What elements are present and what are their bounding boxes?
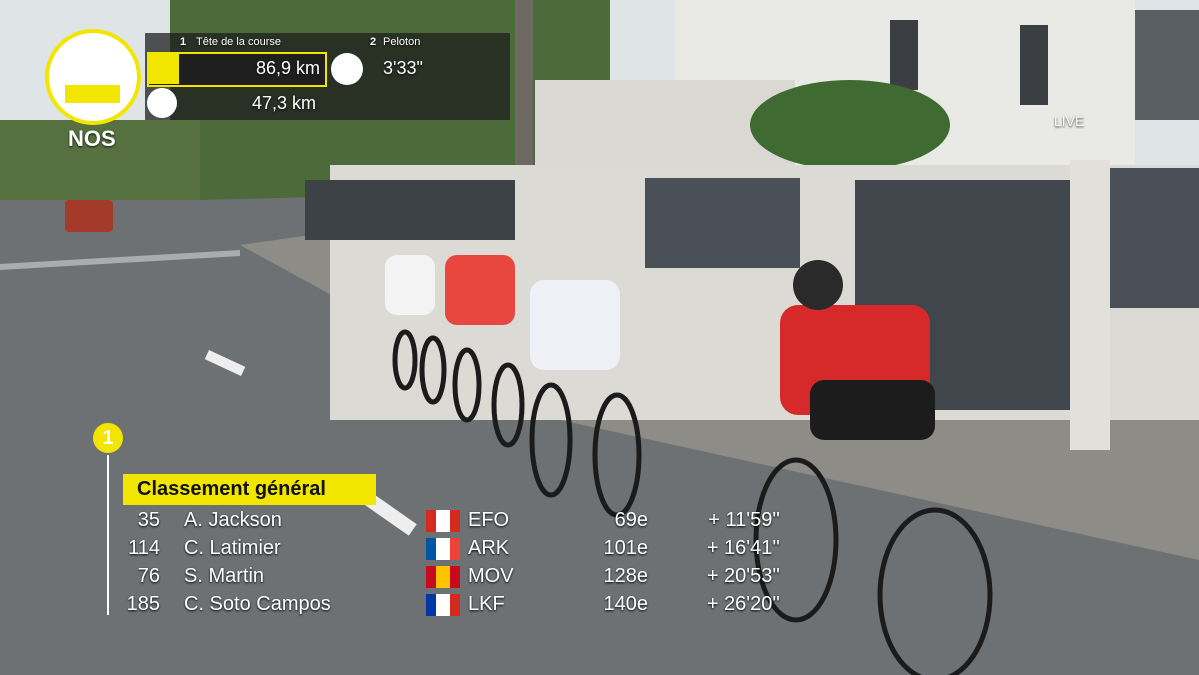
rank: 69e [614, 509, 648, 531]
bib: 114 [128, 537, 160, 559]
rider-name: C. Soto Campos [184, 593, 331, 615]
leader-position: 1 [180, 36, 187, 48]
time-gap: + 20'53'' [706, 565, 780, 587]
standings-row: 76 S. Martin MOV 128e + 20'53'' [0, 565, 800, 593]
remaining-distance: 47,3 km [251, 93, 316, 113]
peloton-label: Peloton [383, 36, 421, 48]
team: EFO [468, 509, 510, 531]
rider-name: C. Latimier [184, 537, 281, 559]
gap-arrow [331, 53, 363, 85]
team: ARK [468, 537, 510, 559]
live-label: LIVE [1054, 113, 1085, 129]
rider-name: A. Jackson [184, 509, 282, 531]
standings-row: 35 A. Jackson EFO 69e + 11'59'' [0, 509, 800, 537]
leader-distance: 86,9 km [255, 58, 320, 78]
team: LKF [468, 593, 505, 615]
finish-icon [147, 88, 177, 118]
rank: 101e [603, 537, 649, 559]
broadcaster-logo: NOS [68, 126, 116, 151]
leader-label: Tête de la course [196, 36, 281, 48]
country-flag [426, 594, 460, 616]
rank: 128e [603, 565, 649, 587]
country-flag [426, 566, 460, 588]
peloton-gap: 3'33" [383, 58, 423, 78]
peloton-position: 2 [370, 36, 377, 48]
time-gap: + 16'41'' [706, 537, 780, 559]
country-flag [426, 538, 460, 560]
divider [107, 455, 109, 615]
logo-area [45, 29, 141, 125]
rider-name: S. Martin [184, 565, 265, 587]
rank: 140e [603, 593, 649, 615]
standings-row: 114 C. Latimier ARK 101e + 16'41'' [0, 537, 800, 565]
bib: 35 [137, 509, 160, 531]
bib: 76 [137, 565, 160, 587]
standings-row: 185 C. Soto Campos LKF 140e + 26'20'' [0, 593, 800, 621]
time-gap: + 11'59'' [708, 509, 780, 531]
time-gap: + 26'20'' [706, 593, 780, 615]
bib: 185 [126, 593, 160, 615]
stage-marker: 1 [93, 423, 123, 453]
team: MOV [468, 565, 514, 587]
standings-title: Classement général [123, 474, 376, 505]
flag-icon [148, 53, 179, 84]
country-flag [426, 510, 460, 532]
